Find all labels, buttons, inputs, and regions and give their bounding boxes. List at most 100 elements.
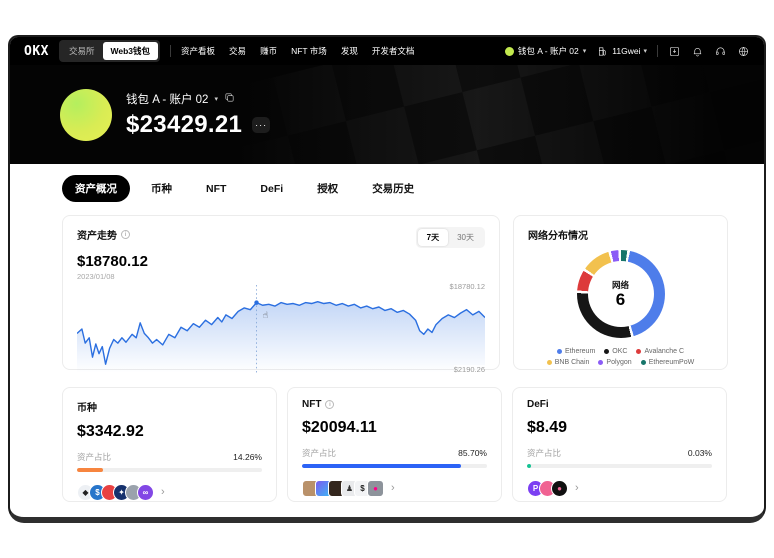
legend-dot-icon (556, 349, 562, 354)
toggle-web3-wallet[interactable]: Web3钱包 (102, 42, 159, 60)
asset-card-value: $3342.92 (77, 423, 144, 440)
exchange-wallet-toggle[interactable]: 交易所 Web3钱包 (58, 40, 161, 62)
app-window: OKX 交易所 Web3钱包 资产看板 交易 赚币 NFT 市场 发现 开发者文档 钱包 … (8, 35, 766, 523)
network-card-title: 网络分布情况 (528, 231, 588, 242)
y-min-label: $2190.26 (453, 365, 485, 374)
tab-2[interactable]: NFT (206, 182, 227, 195)
info-icon: i (325, 400, 335, 409)
gas-price-label: 11Gwei (612, 46, 641, 56)
account-label: 钱包 A - 账户 02 (517, 46, 579, 56)
range-toggle: 7天 30天 (415, 227, 485, 248)
nav-divider (657, 45, 658, 57)
ratio-label: 资产占比 (77, 452, 112, 462)
ratio-row: 资产占比 14.26% (77, 451, 262, 463)
wallet-hero: 钱包 A - 账户 02 ▾ $23429.21 ··· (10, 65, 764, 164)
range-30d-button[interactable]: 30天 (457, 233, 474, 242)
progress-track (77, 468, 262, 472)
hand-cursor-icon: ☝ (262, 311, 269, 322)
wallet-avatar[interactable] (60, 88, 112, 141)
nft-thumb-light: ♟ (341, 480, 358, 497)
nav-link-5[interactable]: 开发者文档 (371, 46, 415, 56)
tab-5[interactable]: 交易历史 (372, 183, 415, 195)
legend-item-bnb-chain: BNB Chain (546, 359, 589, 366)
nav-link-0[interactable]: 资产看板 (181, 46, 216, 56)
progress-fill (527, 464, 531, 468)
chevron-down-icon: ▾ (582, 48, 587, 55)
chevron-right-icon[interactable]: › (391, 482, 395, 494)
progress-fill (302, 464, 461, 468)
legend-dot-icon (636, 349, 642, 354)
asset-trend-chart[interactable]: $18780.12 $2190.26 ☝ (77, 282, 485, 374)
copy-address-icon[interactable] (224, 92, 235, 106)
token-icons-row[interactable]: ◆ $ ✦ ∞ › (77, 484, 262, 501)
nft-thumb-pink: ● (367, 480, 384, 497)
donut-center: 网络 6 (587, 261, 654, 327)
legend-dot-icon (598, 360, 604, 365)
asset-card-title: 币种 (77, 403, 97, 414)
donut-center-value: 6 (615, 289, 626, 309)
okx-logo: OKX (24, 43, 49, 59)
ratio-percent: 85.70% (458, 448, 487, 458)
chevron-down-icon: ▾ (643, 48, 647, 55)
trend-hover-date: 2023/01/08 (77, 272, 115, 281)
nav-divider (170, 45, 172, 57)
account-selector[interactable]: 钱包 A - 账户 02 ▾ (504, 45, 587, 57)
tab-4[interactable]: 授权 (317, 183, 339, 195)
chevron-right-icon[interactable]: › (161, 486, 165, 498)
legend-label: OKC (612, 348, 628, 355)
tab-3[interactable]: DeFi (260, 182, 284, 195)
ratio-percent: 14.26% (233, 452, 262, 462)
chevron-down-icon[interactable]: ▾ (214, 95, 218, 103)
more-actions-button[interactable]: ··· (252, 116, 271, 133)
legend-item-okc: OKC (604, 348, 627, 355)
token-icons-row[interactable]: ♟ $ ● › (302, 480, 487, 497)
nav-link-3[interactable]: NFT 市场 (291, 46, 327, 56)
nav-links: 资产看板 交易 赚币 NFT 市场 发现 开发者文档 (181, 45, 414, 57)
legend-label: Polygon (606, 359, 632, 366)
asset-card-title-row: DeFi (527, 399, 712, 410)
globe-icon[interactable] (737, 45, 750, 58)
legend-item-polygon: Polygon (598, 359, 632, 366)
download-icon[interactable] (668, 45, 681, 58)
legend-label: Avalanche C (644, 348, 685, 355)
headset-icon[interactable] (714, 45, 727, 58)
network-donut-chart[interactable]: 网络 6 (576, 250, 665, 338)
nav-link-2[interactable]: 赚币 (260, 46, 278, 56)
tab-0[interactable]: 资产概况 (62, 175, 130, 202)
ratio-row: 资产占比 0.03% (527, 447, 712, 459)
y-max-label: $18780.12 (449, 282, 485, 291)
asset-trend-card: 资产走势 i 7天 30天 $18780.12 2023/01/08 (62, 215, 500, 374)
network-legend: Ethereum OKC Avalanche C BNB Chain Polygon Et… (528, 348, 713, 366)
legend-item-ethereum: Ethereum (556, 348, 596, 355)
asset-card-币种: 币种 $3342.92 资产占比 14.26% ◆ $ ✦ ∞ › (62, 387, 277, 502)
legend-dot-icon (604, 349, 610, 354)
asset-category-cards: 币种 $3342.92 资产占比 14.26% ◆ $ ✦ ∞ › NFT i $20094.11 资产… (62, 387, 728, 502)
range-7d-button[interactable]: 7天 (417, 229, 449, 246)
token-icons-row[interactable]: P ● › (527, 480, 712, 497)
network-distribution-card: 网络分布情况 网络 6 Ethereum OKC Avalanche C BNB Ch… (513, 215, 728, 370)
wallet-name[interactable]: 钱包 A - 账户 02 (126, 93, 209, 106)
progress-track (302, 464, 487, 468)
toggle-exchange[interactable]: 交易所 (68, 46, 95, 56)
asset-card-value: $8.49 (527, 419, 568, 436)
info-icon: i (121, 230, 130, 239)
legend-dot-icon (546, 360, 552, 365)
legend-dot-icon (640, 360, 646, 365)
ratio-percent: 0.03% (687, 448, 712, 458)
trend-card-title: 资产走势 (77, 231, 117, 242)
line-chart-svg (77, 285, 485, 373)
asset-card-title-row: 币种 (77, 399, 262, 414)
nav-link-1[interactable]: 交易 (229, 46, 247, 56)
asset-card-defi: DeFi $8.49 资产占比 0.03% P ● › (512, 387, 727, 502)
gas-price-indicator[interactable]: 11Gwei ▾ (596, 45, 647, 58)
chevron-right-icon[interactable]: › (575, 482, 579, 494)
legend-label: Ethereum (564, 348, 596, 355)
asset-card-value: $20094.11 (302, 419, 377, 436)
nav-link-4[interactable]: 发现 (340, 46, 358, 56)
legend-item-avalanche-c: Avalanche C (636, 348, 684, 355)
total-balance: $23429.21 (126, 110, 243, 138)
bell-icon[interactable] (691, 45, 704, 58)
asset-card-title-row: NFT i (302, 399, 487, 410)
tab-1[interactable]: 币种 (151, 183, 172, 195)
legend-item-ethereumpow: EthereumPoW (640, 359, 694, 366)
